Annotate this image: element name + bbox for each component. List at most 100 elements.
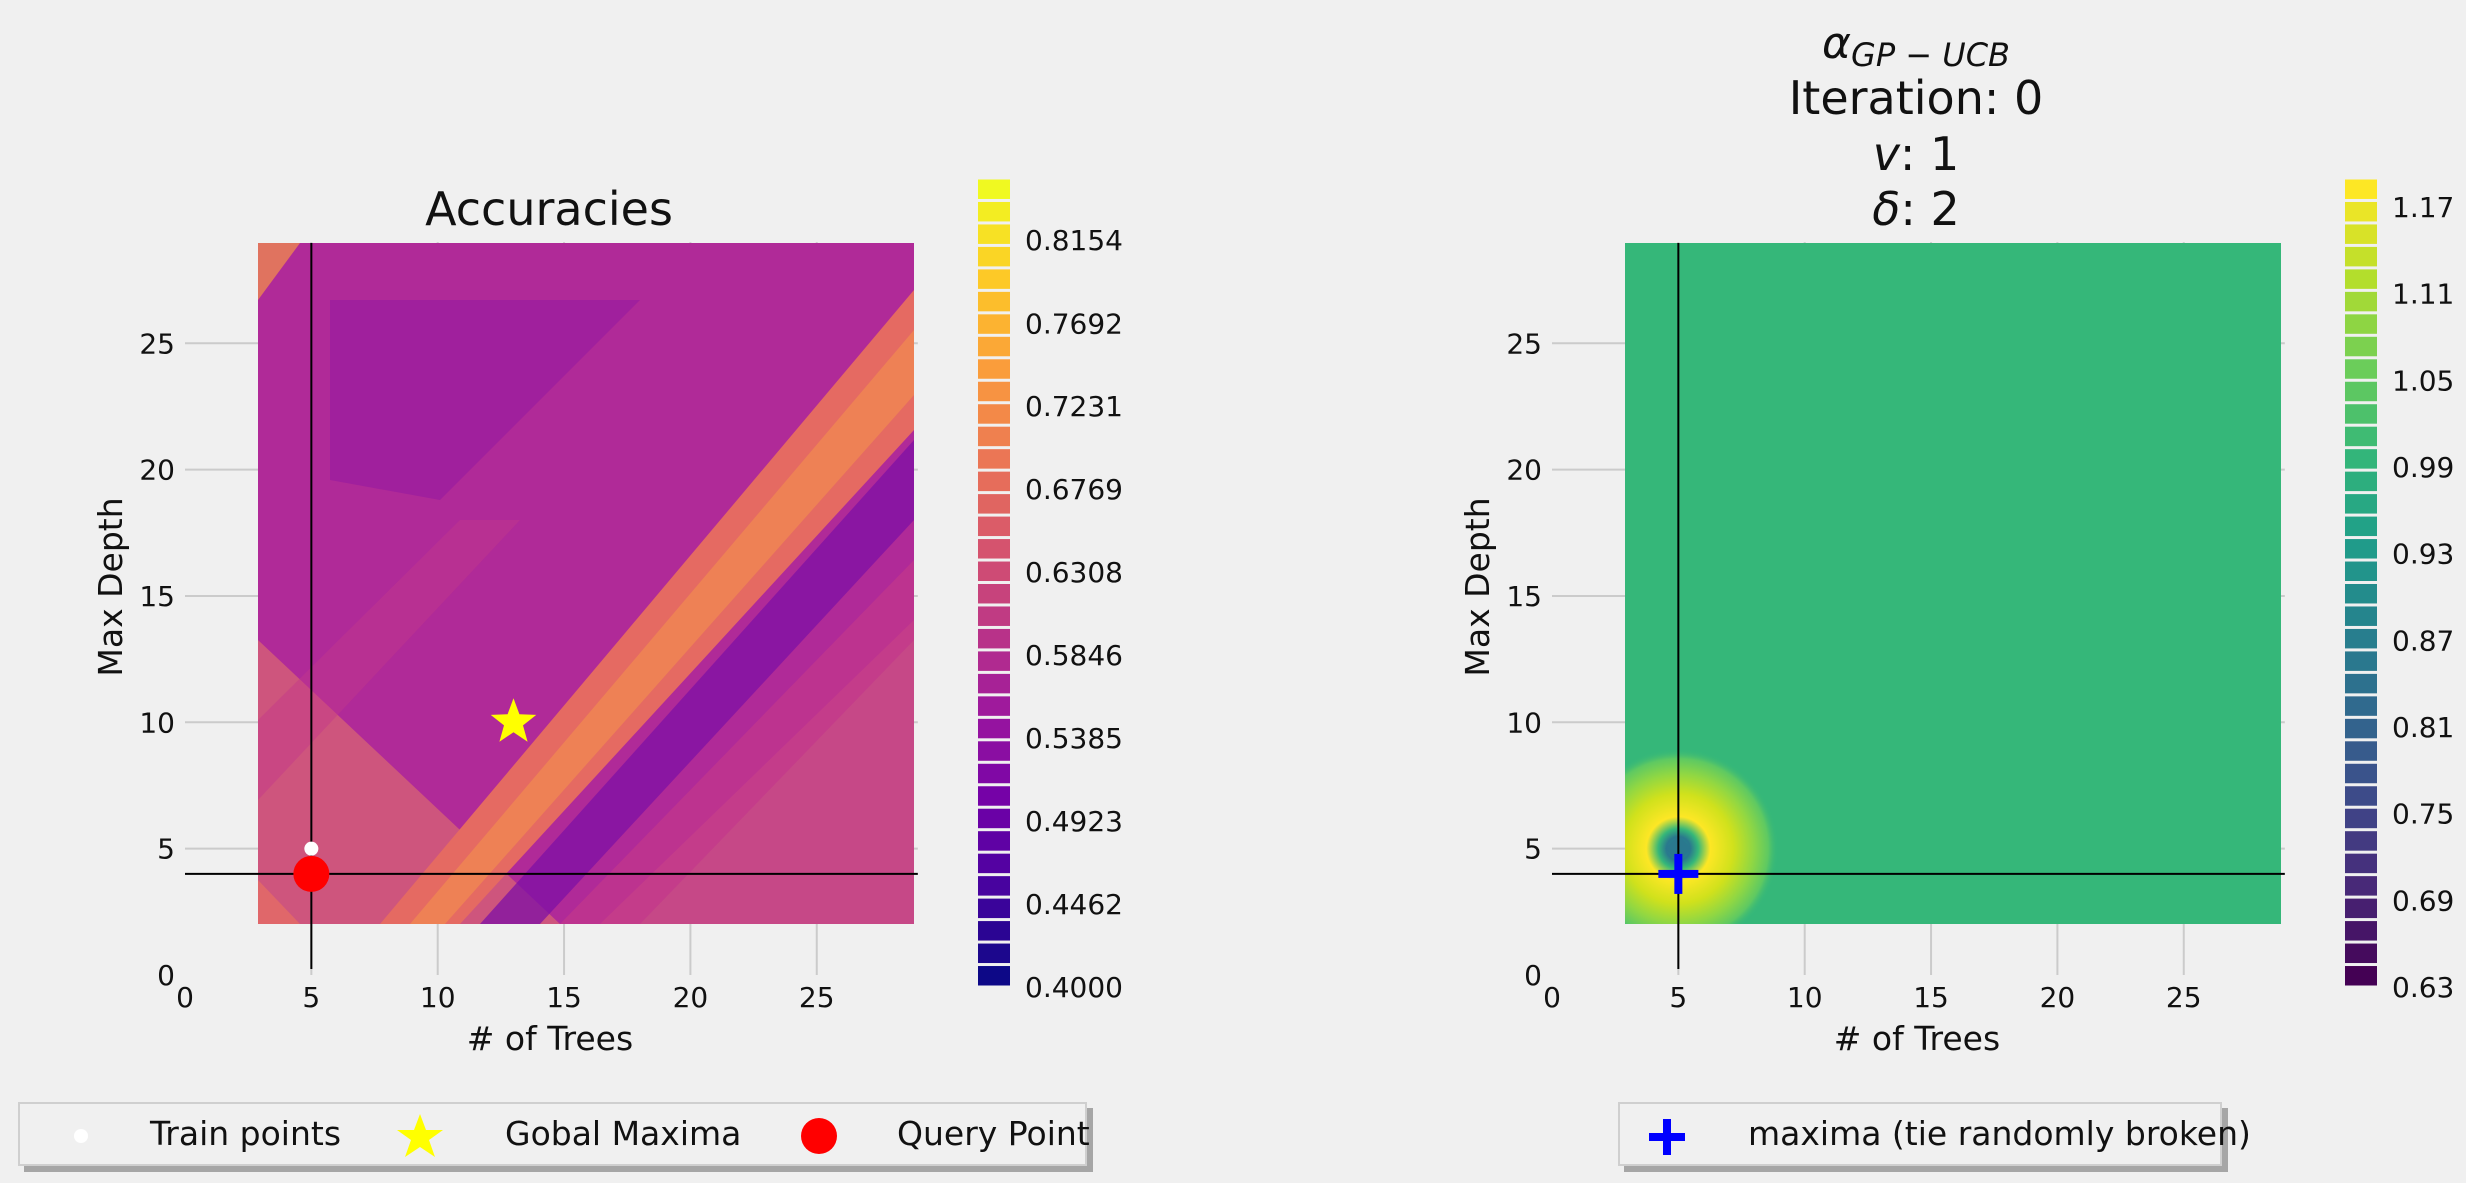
right-colorbar-swatch bbox=[2345, 898, 2377, 919]
delta-value: : 2 bbox=[1900, 182, 1959, 236]
right-colorbar-swatch bbox=[2345, 336, 2377, 357]
left-colorbar-tick-label: 0.6769 bbox=[1025, 473, 1123, 506]
right-colorbar-swatch bbox=[2345, 359, 2377, 379]
left-colorbar-swatch bbox=[978, 201, 1010, 222]
right-colorbar-swatch bbox=[2345, 291, 2377, 312]
right-x-tick-label: 0 bbox=[1543, 981, 1561, 1014]
svg-text:αGP − UCB: αGP − UCB bbox=[1822, 18, 2010, 74]
left-colorbar-swatch bbox=[978, 763, 1010, 784]
left-y-tick-label: 25 bbox=[139, 327, 175, 360]
alpha-subscript: GP − UCB bbox=[1851, 36, 2010, 74]
right-colorbar-swatch bbox=[2345, 831, 2377, 851]
right-colorbar-swatch bbox=[2345, 381, 2377, 402]
left-colorbar-swatch bbox=[978, 876, 1010, 896]
left-colorbar-swatch bbox=[978, 786, 1010, 806]
left-colorbar-swatch bbox=[978, 381, 1010, 402]
left-colorbar-swatch bbox=[978, 696, 1010, 716]
right-y-tick-label: 15 bbox=[1506, 580, 1542, 613]
right-colorbar-tick-label: 0.63 bbox=[2392, 971, 2454, 1004]
left-colorbar-swatch bbox=[978, 853, 1010, 874]
left-x-tick-label: 0 bbox=[176, 981, 194, 1014]
left-colorbar-swatch bbox=[978, 494, 1010, 514]
right-colorbar-swatch bbox=[2345, 246, 2377, 267]
left-colorbar-swatch bbox=[978, 471, 1010, 492]
right-colorbar-swatch bbox=[2345, 943, 2377, 964]
right-y-tick-label: 0 bbox=[1524, 959, 1542, 992]
left-colorbar-swatch bbox=[978, 943, 1010, 964]
right-colorbar-swatch bbox=[2345, 853, 2377, 874]
left-y-tick-label: 5 bbox=[157, 833, 175, 866]
right-colorbar: 0.63 0.69 0.75 0.81 0.87 0.93 0.99 1.05 1.11 1.17 bbox=[2345, 179, 2454, 1004]
right-colorbar-swatch bbox=[2345, 516, 2377, 537]
right-colorbar-swatch bbox=[2345, 966, 2377, 986]
left-colorbar-tick-label: 0.7692 bbox=[1025, 307, 1123, 340]
left-colorbar-swatch bbox=[978, 831, 1010, 851]
right-x-tick-label: 10 bbox=[1787, 981, 1823, 1014]
right-colorbar-tick-label: 1.17 bbox=[2392, 191, 2454, 224]
right-colorbar-swatch bbox=[2345, 696, 2377, 716]
right-colorbar-swatch bbox=[2345, 628, 2377, 649]
left-y-tick-label: 10 bbox=[139, 706, 175, 739]
left-colorbar-swatch bbox=[978, 628, 1010, 649]
left-colorbar-swatch bbox=[978, 516, 1010, 537]
right-colorbar-swatch bbox=[2345, 494, 2377, 514]
right-colorbar-swatch bbox=[2345, 808, 2377, 829]
left-x-tick-label: 25 bbox=[799, 981, 835, 1014]
left-colorbar-swatch bbox=[978, 449, 1010, 469]
right-colorbar-swatch bbox=[2345, 606, 2377, 626]
alpha-symbol: α bbox=[1822, 18, 1851, 69]
left-colorbar-swatch bbox=[978, 359, 1010, 379]
right-colorbar-swatch bbox=[2345, 763, 2377, 784]
right-colorbar-swatch bbox=[2345, 786, 2377, 806]
right-heatmap bbox=[1625, 243, 2281, 924]
left-colorbar-swatch bbox=[978, 539, 1010, 559]
right-colorbar-swatch bbox=[2345, 584, 2377, 604]
right-colorbar-tick-label: 0.69 bbox=[2392, 884, 2454, 917]
left-colorbar-swatch bbox=[978, 921, 1010, 941]
right-colorbar-tick-label: 0.99 bbox=[2392, 451, 2454, 484]
right-x-axis-label: # of Trees bbox=[1834, 1019, 2000, 1058]
left-colorbar: 0.4000 0.4462 0.4923 0.5385 0.5846 0.6308 0.67… bbox=[978, 179, 1123, 1004]
right-x-tick-label: 15 bbox=[1913, 981, 1949, 1014]
svg-text:v: 1: v: 1 bbox=[1873, 127, 1960, 181]
left-colorbar-swatch bbox=[978, 651, 1010, 671]
left-colorbar-tick-label: 0.5385 bbox=[1025, 722, 1123, 755]
left-colorbar-swatch bbox=[978, 584, 1010, 604]
iteration-text: Iteration: 0 bbox=[1789, 71, 2044, 125]
right-colorbar-swatch bbox=[2345, 201, 2377, 222]
right-colorbar-swatch bbox=[2345, 673, 2377, 694]
right-colorbar-swatch bbox=[2345, 314, 2377, 334]
left-colorbar-tick-label: 0.7231 bbox=[1025, 390, 1123, 423]
left-colorbar-swatch bbox=[978, 426, 1010, 447]
left-x-tick-label: 5 bbox=[302, 981, 320, 1014]
left-colorbar-swatch bbox=[978, 179, 1010, 199]
right-colorbar-tick-label: 0.93 bbox=[2392, 538, 2454, 571]
right-y-axis-label: Max Depth bbox=[1458, 497, 1497, 676]
left-colorbar-swatch bbox=[978, 718, 1010, 739]
right-colorbar-swatch bbox=[2345, 876, 2377, 896]
left-colorbar-tick-label: 0.8154 bbox=[1025, 224, 1123, 257]
right-x-tick-label: 25 bbox=[2166, 981, 2202, 1014]
left-colorbar-swatch bbox=[978, 314, 1010, 334]
left-colorbar-swatch bbox=[978, 966, 1010, 986]
left-colorbar-tick-label: 0.4923 bbox=[1025, 805, 1123, 838]
nu-symbol: v bbox=[1873, 127, 1901, 181]
query-point-marker bbox=[293, 855, 330, 892]
right-colorbar-swatch bbox=[2345, 651, 2377, 671]
left-legend: Train points Gobal Maxima Query Point bbox=[18, 1102, 1090, 1166]
right-legend: maxima (tie randomly broken) bbox=[1618, 1102, 2251, 1166]
right-y-tick-label: 25 bbox=[1506, 327, 1542, 360]
left-colorbar-swatch bbox=[978, 404, 1010, 424]
left-colorbar-swatch bbox=[978, 269, 1010, 289]
right-colorbar-swatch bbox=[2345, 426, 2377, 447]
left-y-tick-label: 20 bbox=[139, 454, 175, 487]
left-colorbar-tick-label: 0.6308 bbox=[1025, 556, 1123, 589]
left-colorbar-swatch bbox=[978, 898, 1010, 919]
svg-text:δ: 2: δ: 2 bbox=[1872, 182, 1960, 236]
right-y-tick-label: 10 bbox=[1506, 706, 1542, 739]
right-ticks: 0 5 10 15 20 25 0 5 10 15 20 25 bbox=[1506, 327, 2201, 1014]
legend-label-train-points: Train points bbox=[150, 1114, 342, 1153]
left-colorbar-swatch bbox=[978, 246, 1010, 267]
